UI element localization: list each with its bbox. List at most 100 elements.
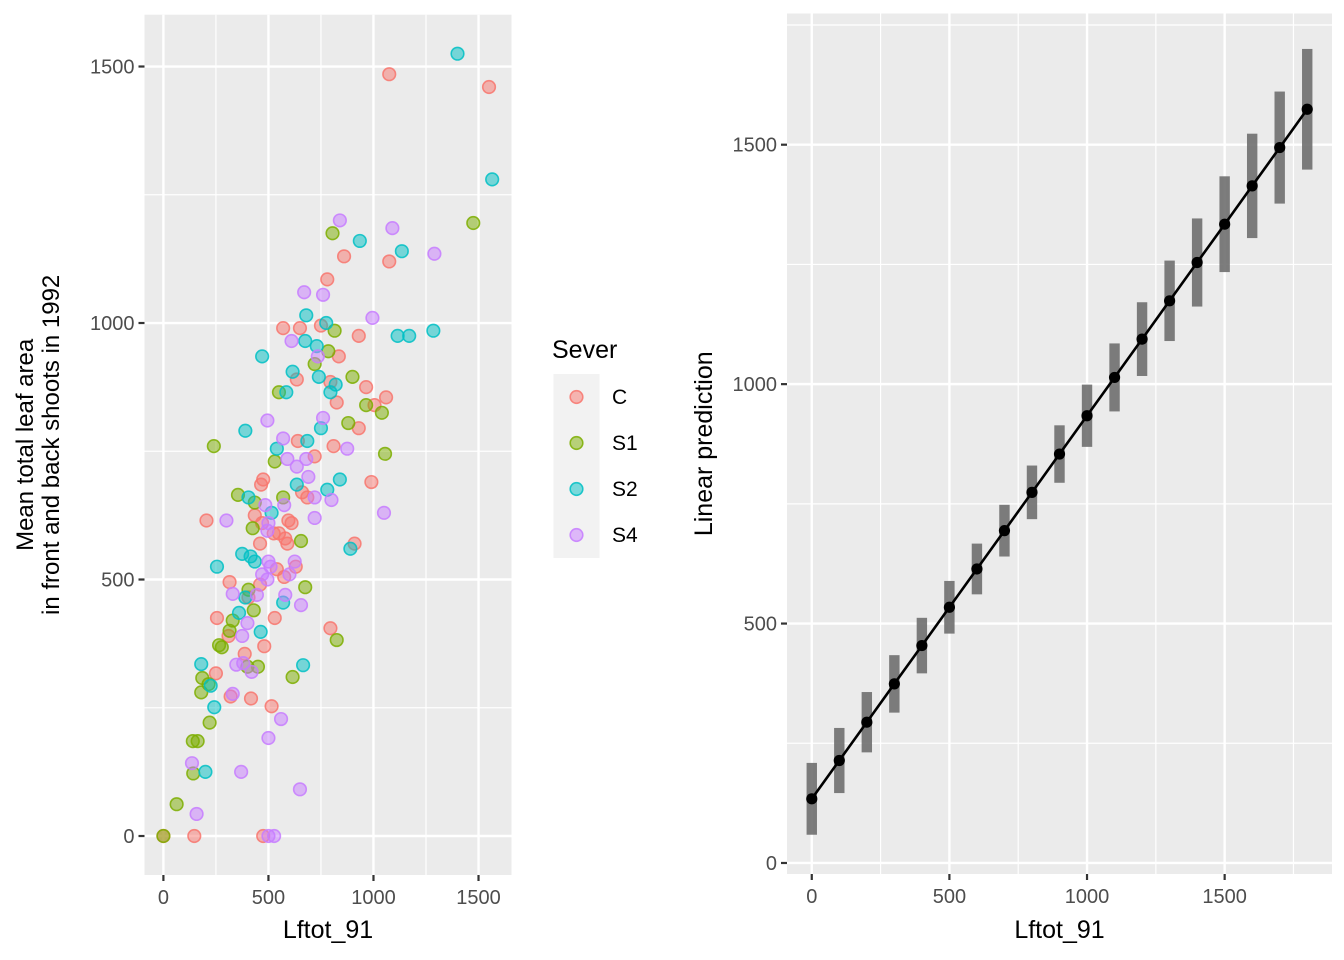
- scatter-point: [340, 441, 355, 456]
- scatter-point: [377, 446, 393, 461]
- scatter-point: [267, 610, 282, 626]
- scatter-point: [298, 580, 313, 595]
- scatter-point: [258, 498, 273, 513]
- scatter-point: [289, 459, 304, 474]
- scatter-point: [287, 554, 302, 569]
- fit-point: [916, 639, 928, 652]
- scatter-point: [426, 323, 441, 338]
- scatter-point: [253, 477, 269, 492]
- fit-point: [1246, 180, 1258, 192]
- fit-point: [998, 525, 1011, 537]
- scatter-point: [299, 308, 314, 323]
- scatter-point: [382, 254, 397, 269]
- scatter-point: [207, 700, 222, 715]
- right-x-tick-label: 0: [806, 886, 817, 908]
- scatter-point: [243, 691, 259, 706]
- left-x-tick-label: 1000: [351, 887, 396, 909]
- scatter-point: [341, 415, 356, 431]
- scatter-point: [194, 685, 209, 700]
- scatter-point: [374, 405, 389, 420]
- scatter-point: [284, 515, 299, 531]
- legend-label-S4: S4: [612, 524, 638, 547]
- fit-point: [1164, 295, 1176, 307]
- scatter-point: [325, 226, 340, 241]
- scatter-point: [320, 272, 335, 287]
- scatter-point: [278, 587, 293, 603]
- scatter-point: [214, 640, 229, 655]
- scatter-point: [241, 490, 256, 505]
- fit-point: [806, 793, 818, 805]
- fit-point: [1219, 218, 1231, 230]
- scatter-point: [323, 621, 338, 636]
- right-x-tick-label: 1000: [1065, 886, 1110, 908]
- scatter-point: [292, 782, 308, 797]
- scatter-point: [219, 513, 234, 528]
- scatter-point: [276, 321, 291, 336]
- scatter-point: [376, 505, 392, 520]
- scatter-point: [209, 559, 225, 574]
- scatter-point: [240, 616, 255, 631]
- scatter-point: [385, 221, 400, 236]
- legend-label-S1: S1: [612, 432, 638, 455]
- scatter-point: [319, 315, 334, 331]
- scatter-point: [245, 521, 260, 536]
- left-x-tick-label: 0: [158, 887, 169, 909]
- scatter-point: [246, 603, 261, 618]
- scatter-point: [279, 385, 294, 400]
- scatter-point: [234, 764, 249, 779]
- scatter-point: [267, 454, 282, 469]
- left-y-axis-title: Mean total leaf areain front and back sh…: [12, 275, 65, 615]
- right-y-axis-title: Linear prediction: [690, 351, 718, 536]
- legend-label-C: C: [612, 386, 627, 409]
- scatter-point: [365, 310, 380, 325]
- left-y-axis-title-line1: Mean total leaf area: [12, 338, 39, 551]
- scatter-point: [298, 333, 313, 349]
- scatter-point: [255, 349, 270, 364]
- scatter-point: [231, 605, 247, 620]
- scatter-point: [156, 828, 171, 844]
- fit-point: [943, 601, 955, 613]
- left-x-tick-label: 1500: [456, 887, 501, 909]
- scatter-point: [202, 715, 217, 730]
- scatter-point: [264, 699, 279, 714]
- fit-point: [1274, 141, 1286, 154]
- scatter-point: [323, 385, 338, 400]
- scatter-point: [280, 536, 295, 551]
- scatter-point: [359, 380, 374, 395]
- scatter-point: [198, 764, 213, 779]
- fit-points: [806, 103, 1313, 805]
- right-x-axis-title: Lftot_91: [1014, 916, 1104, 944]
- scatter-point: [276, 431, 291, 446]
- legend-label-S2: S2: [612, 478, 638, 501]
- scatter-point: [277, 498, 292, 513]
- scatter-point: [285, 364, 300, 379]
- scatter-point: [244, 664, 259, 679]
- legend-key-point-S2: [569, 481, 584, 497]
- scatter-point: [315, 410, 331, 426]
- scatter-point: [351, 328, 366, 343]
- scatter-point: [466, 215, 481, 231]
- fit-point: [1053, 448, 1066, 460]
- scatter-point: [326, 439, 341, 454]
- scatter-point: [450, 46, 465, 61]
- scatter-point: [324, 492, 339, 508]
- scatter-point: [236, 656, 251, 671]
- legend-key-point-S4: [569, 527, 584, 543]
- right-y-tick-label: 1500: [733, 135, 778, 157]
- fit-point: [1136, 333, 1148, 345]
- right-x-tick-label: 1500: [1202, 886, 1247, 908]
- scatter-point: [297, 285, 312, 300]
- fit-point: [1108, 371, 1121, 384]
- legend-key-point-C: [569, 389, 584, 405]
- scatter-point: [206, 439, 221, 454]
- scatter-point: [209, 610, 225, 626]
- legend-key-point-S1: [569, 435, 584, 451]
- scatter-point: [427, 246, 442, 261]
- scatter-point: [485, 172, 500, 187]
- scatter-point: [252, 536, 268, 551]
- scatter-point: [310, 349, 325, 364]
- scatter-point: [390, 328, 405, 343]
- scatter-point: [284, 333, 299, 349]
- scatter-point: [189, 806, 204, 822]
